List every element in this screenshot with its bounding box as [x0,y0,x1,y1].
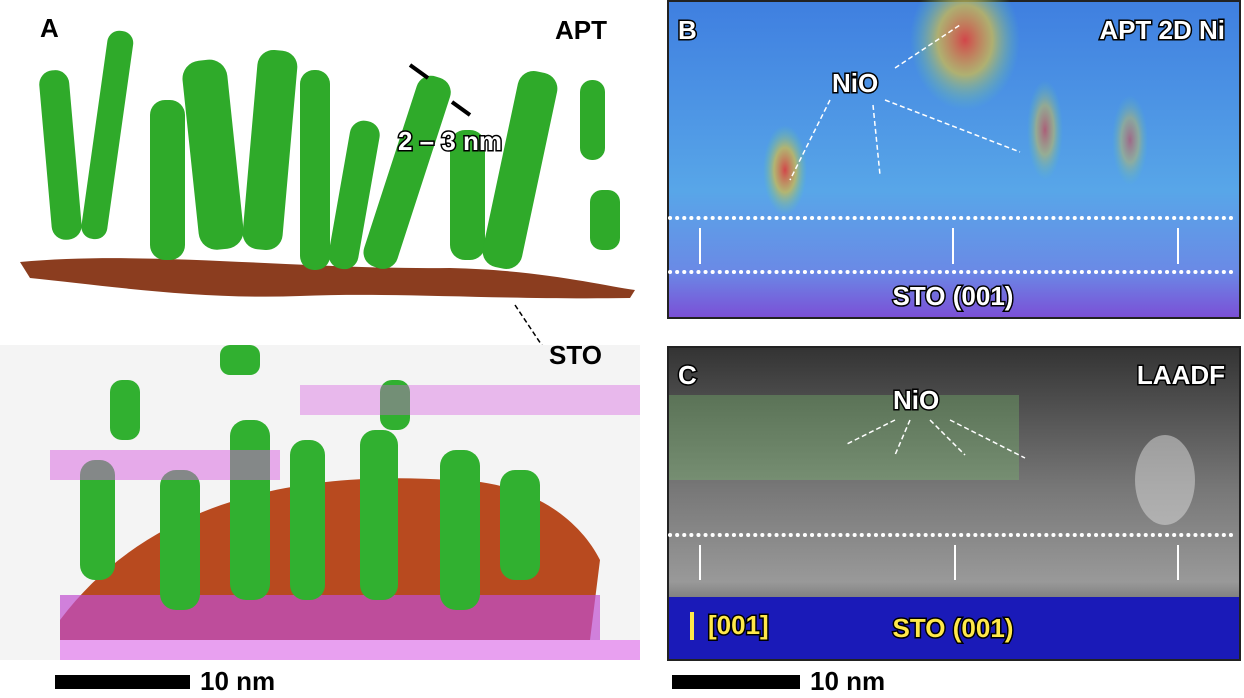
annotation: NiO [893,385,939,415]
annotation: STO (001) [893,613,1014,643]
scale-bar [55,675,190,689]
panel-a-top [20,29,635,298]
annotation: STO [549,340,602,370]
panel-label: B [678,15,697,45]
annotation: NiO [832,68,878,98]
panel-title: LAADF [1137,360,1225,390]
annotation: 2 – 3 nm [398,126,502,156]
panel-a-bottom [0,345,640,660]
annotation: [001] [708,610,769,640]
panel-label: A [40,13,59,43]
annotation: STO (001) [893,281,1014,311]
scale-label: 10 nm [200,666,275,696]
scale-bar [672,675,800,689]
figure: A APT 2 – 3 nm STO 10 nm B APT 2D Ni NiO… [0,0,1244,698]
scale-label: 10 nm [810,666,885,696]
sto-pointer [515,305,545,350]
panel-label: C [678,360,697,390]
panel-title: APT [555,15,607,45]
panel-title: APT 2D Ni [1099,15,1225,45]
panel-b [668,0,1240,318]
